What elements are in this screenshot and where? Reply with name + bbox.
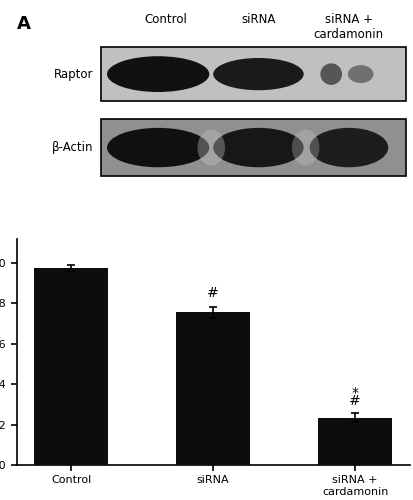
Text: #: # xyxy=(207,286,218,300)
Ellipse shape xyxy=(107,56,209,92)
Ellipse shape xyxy=(320,64,341,85)
Bar xyxy=(176,312,249,465)
Text: siRNA: siRNA xyxy=(241,13,275,26)
Ellipse shape xyxy=(213,128,303,168)
Ellipse shape xyxy=(197,130,225,166)
Text: Raptor: Raptor xyxy=(54,68,93,80)
Text: *: * xyxy=(351,386,358,400)
Bar xyxy=(318,418,391,465)
Ellipse shape xyxy=(213,58,303,90)
Bar xyxy=(101,47,405,101)
Text: Control: Control xyxy=(144,13,187,26)
Ellipse shape xyxy=(347,65,373,83)
Ellipse shape xyxy=(291,130,319,166)
Bar xyxy=(34,268,108,465)
Text: A: A xyxy=(17,15,31,33)
Ellipse shape xyxy=(107,128,209,168)
Text: #: # xyxy=(349,394,360,408)
Text: siRNA +
cardamonin: siRNA + cardamonin xyxy=(313,13,383,41)
Text: β-Actin: β-Actin xyxy=(52,141,93,154)
Bar xyxy=(101,119,405,176)
Ellipse shape xyxy=(309,128,387,168)
